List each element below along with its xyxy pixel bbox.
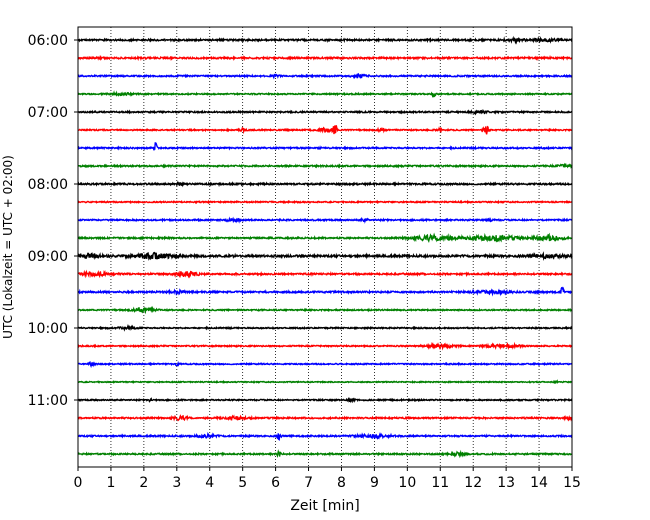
y-tick-label: 10:00 (28, 321, 68, 337)
trace-line (77, 305, 573, 315)
trace-line (77, 72, 573, 80)
x-tick-label: 1 (106, 475, 115, 491)
y-tick-label: 07:00 (28, 105, 68, 121)
trace-line (77, 142, 573, 151)
x-axis-label: Zeit [min] (290, 498, 359, 514)
trace-line (77, 414, 573, 422)
trace-line (77, 216, 573, 224)
x-tick-label: 8 (337, 475, 346, 491)
x-tick-label: 2 (139, 475, 148, 491)
trace-line (77, 397, 573, 404)
y-tick-label: 09:00 (28, 249, 68, 265)
x-tick-label: 11 (431, 475, 449, 491)
trace-line (77, 449, 573, 459)
trace-line (77, 162, 573, 169)
trace-line (77, 341, 573, 351)
x-tick-label: 9 (370, 475, 379, 491)
trace-line (77, 90, 573, 98)
vertical-grid-lines (110, 27, 540, 467)
x-tick-label: 0 (74, 475, 83, 491)
y-axis-ticks: 06:00 07:00 08:00 09:00 10:00 11:00 (28, 33, 78, 409)
x-tick-label: 4 (205, 475, 214, 491)
trace-line (77, 269, 573, 279)
trace-line (77, 360, 573, 369)
trace-line (77, 108, 573, 116)
trace-line (77, 35, 573, 45)
x-tick-label: 6 (271, 475, 280, 491)
seismogram-traces (77, 35, 573, 459)
trace-line (77, 54, 573, 62)
trace-line (77, 431, 573, 441)
trace-line (77, 379, 573, 385)
x-tick-label: 5 (238, 475, 247, 491)
x-tick-label: 13 (497, 475, 515, 491)
trace-line (77, 323, 573, 332)
y-tick-label: 08:00 (28, 177, 68, 193)
x-axis-ticks: 0 1 2 3 4 5 6 7 8 9 10 11 12 13 14 15 (74, 467, 581, 491)
plot-frame (77, 26, 573, 468)
y-tick-label: 11:00 (28, 393, 68, 409)
trace-line (77, 286, 573, 297)
x-tick-label: 7 (304, 475, 313, 491)
trace-line (77, 232, 573, 243)
y-axis-label: UTC (Lokalzeit = UTC + 02:00) (1, 155, 15, 339)
trace-line (77, 125, 573, 135)
x-tick-label: 14 (530, 475, 548, 491)
x-tick-label: 10 (398, 475, 416, 491)
x-tick-label: 3 (172, 475, 181, 491)
x-tick-label: 12 (464, 475, 482, 491)
trace-line (77, 199, 573, 205)
trace-line (77, 180, 573, 188)
x-tick-label: 15 (563, 475, 581, 491)
y-tick-label: 06:00 (28, 33, 68, 49)
trace-line (77, 251, 573, 261)
